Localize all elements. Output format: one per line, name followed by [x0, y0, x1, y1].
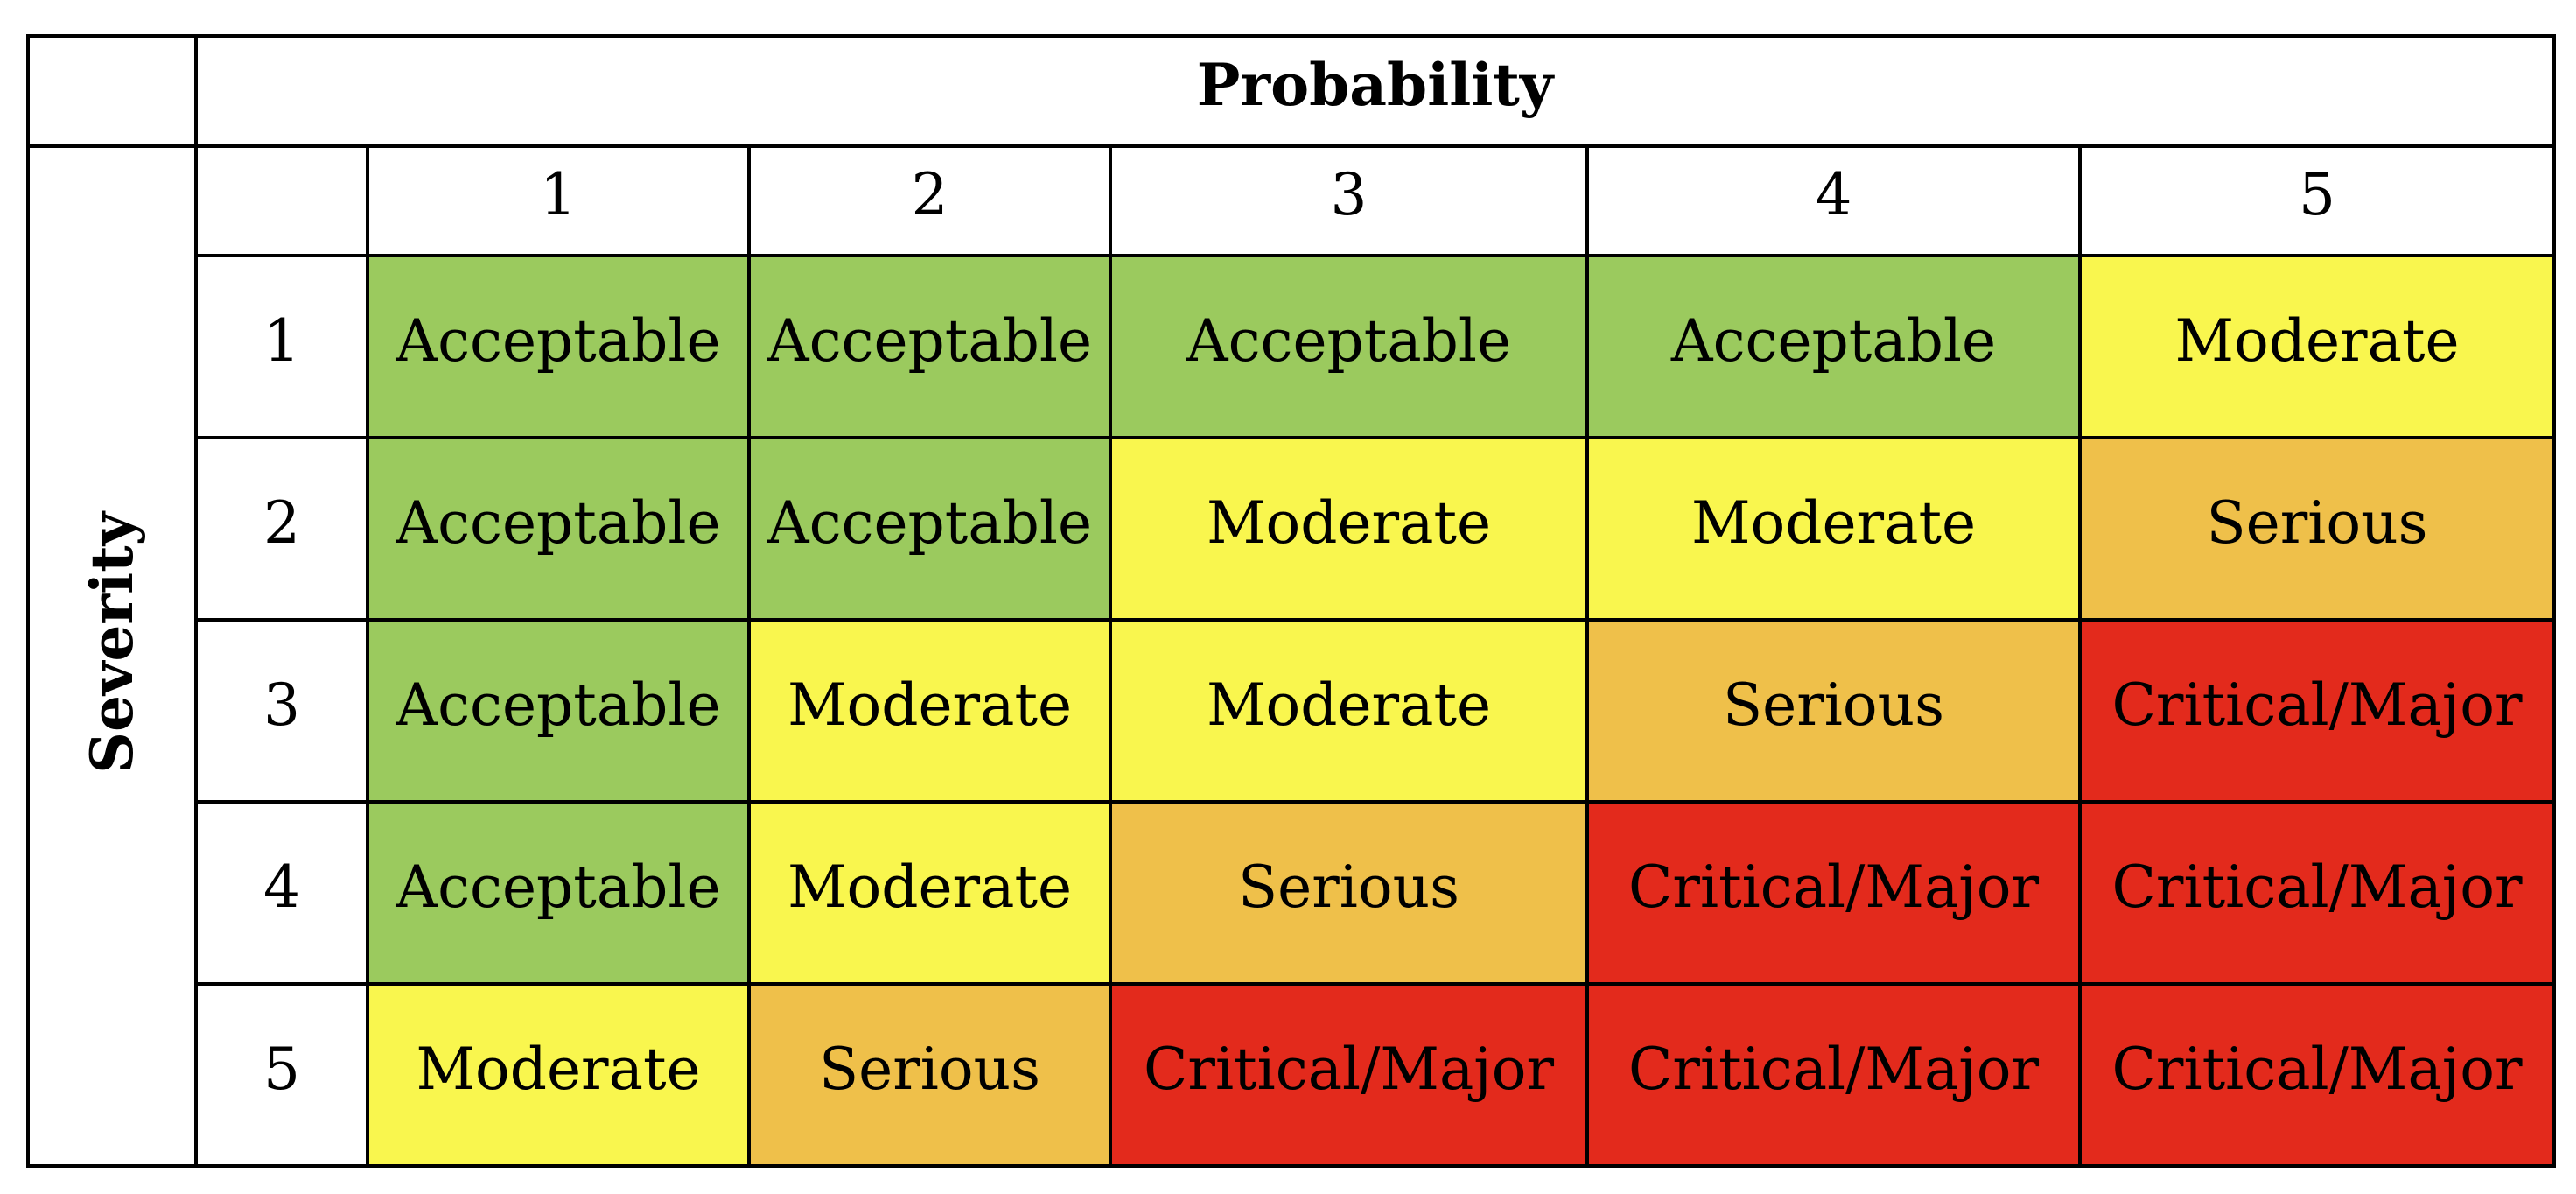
- matrix-row-severity-5: 5 Moderate Serious Critical/Major Critical/M…: [28, 982, 2556, 1168]
- risk-cell-s3-p3: Moderate: [1109, 618, 1589, 804]
- risk-cell-s5-p4: Critical/Major: [1586, 982, 2082, 1168]
- matrix-row-severity-4: 4 Acceptable Moderate Serious Critical/Major…: [28, 800, 2556, 986]
- risk-cell-s4-p3: Serious: [1109, 800, 1589, 986]
- risk-cell-s4-p5: Critical/Major: [2078, 800, 2556, 986]
- corner-blank-cell: [194, 144, 369, 257]
- risk-cell-s4-p2: Moderate: [747, 800, 1112, 986]
- risk-cell-s2-p4: Moderate: [1586, 436, 2082, 622]
- risk-cell-s3-p1: Acceptable: [366, 618, 751, 804]
- risk-cell-s1-p3: Acceptable: [1109, 254, 1589, 439]
- risk-cell-s5-p5: Critical/Major: [2078, 982, 2556, 1168]
- severity-row-header-1: 1: [194, 254, 369, 439]
- risk-cell-s2-p3: Moderate: [1109, 436, 1589, 622]
- matrix-row-severity-3: 3 Acceptable Moderate Moderate Serious Critic…: [28, 618, 2556, 804]
- probability-axis-label: Probability: [194, 34, 2556, 148]
- risk-cell-s1-p2: Acceptable: [747, 254, 1112, 439]
- risk-cell-s1-p5: Moderate: [2078, 254, 2556, 439]
- top-left-spacer: [26, 34, 198, 148]
- severity-row-header-5: 5: [194, 982, 369, 1168]
- risk-cell-s3-p4: Serious: [1586, 618, 2082, 804]
- severity-axis-label: Severity: [78, 512, 146, 774]
- probability-col-header-5: 5: [2078, 144, 2556, 257]
- severity-row-header-3: 3: [194, 618, 369, 804]
- matrix-row-severity-1: 1 Acceptable Acceptable Acceptable Acceptabl…: [28, 254, 2556, 439]
- risk-cell-s2-p1: Acceptable: [366, 436, 751, 622]
- probability-header-row: Probability: [26, 34, 2556, 148]
- risk-cell-s1-p1: Acceptable: [366, 254, 751, 439]
- probability-col-header-1: 1: [366, 144, 751, 257]
- risk-cell-s5-p3: Critical/Major: [1109, 982, 1589, 1168]
- risk-cell-s5-p1: Moderate: [366, 982, 751, 1168]
- risk-cell-s1-p4: Acceptable: [1586, 254, 2082, 439]
- risk-cell-s2-p2: Acceptable: [747, 436, 1112, 622]
- probability-col-header-4: 4: [1586, 144, 2082, 257]
- matrix-row-severity-2: 2 Acceptable Acceptable Moderate Moderate Ser…: [28, 436, 2556, 622]
- probability-col-header-3: 3: [1109, 144, 1589, 257]
- risk-cell-s4-p1: Acceptable: [366, 800, 751, 986]
- risk-cell-s5-p2: Serious: [747, 982, 1112, 1168]
- severity-axis-cell: Severity: [26, 144, 198, 1168]
- risk-cell-s2-p5: Serious: [2078, 436, 2556, 622]
- probability-col-header-2: 2: [747, 144, 1112, 257]
- severity-row-header-2: 2: [194, 436, 369, 622]
- risk-cell-s3-p5: Critical/Major: [2078, 618, 2556, 804]
- risk-cell-s4-p4: Critical/Major: [1586, 800, 2082, 986]
- risk-cell-s3-p2: Moderate: [747, 618, 1112, 804]
- severity-row-header-4: 4: [194, 800, 369, 986]
